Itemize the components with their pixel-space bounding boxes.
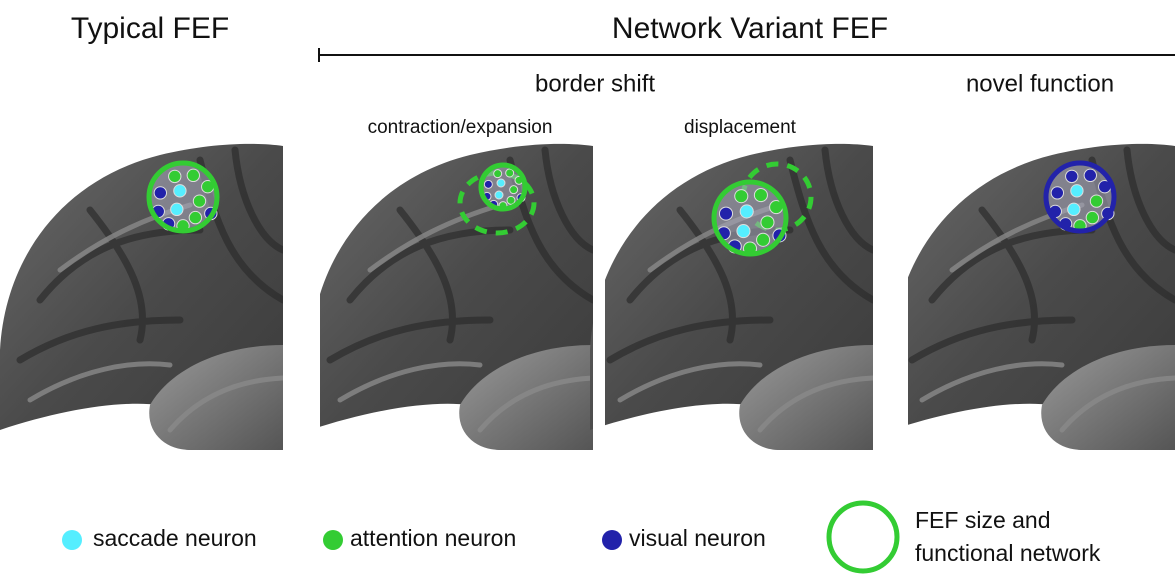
neuron xyxy=(1067,202,1081,217)
neuron xyxy=(739,204,754,219)
label-displacement: displacement xyxy=(684,117,797,138)
neuron xyxy=(760,215,775,230)
neuron xyxy=(509,185,519,195)
subtitle-novel: novel function xyxy=(966,70,1114,97)
neuron xyxy=(506,195,516,205)
neuron xyxy=(734,189,749,204)
brain-1 xyxy=(0,144,283,450)
neuron xyxy=(1083,168,1097,183)
title-typical: Typical FEF xyxy=(71,12,229,45)
legend-dot-attention xyxy=(323,530,343,550)
legend-saccade: saccade neuron xyxy=(93,525,257,551)
neuron xyxy=(496,178,506,188)
neuron xyxy=(736,224,751,239)
neuron xyxy=(505,168,515,178)
neuron xyxy=(173,184,187,198)
fef-ring xyxy=(711,179,789,257)
legend-ring xyxy=(826,500,900,574)
panel-gap xyxy=(873,140,908,460)
neuron xyxy=(1085,210,1100,225)
neuron xyxy=(170,202,184,217)
brain-2 xyxy=(310,144,593,450)
label-contraction: contraction/expansion xyxy=(368,117,553,138)
title-variant: Network Variant FEF xyxy=(612,12,888,45)
neuron xyxy=(1089,194,1104,208)
neuron xyxy=(1050,186,1065,200)
legend-fef-1: FEF size and xyxy=(915,507,1051,533)
neuron xyxy=(186,168,200,183)
legend-attention: attention neuron xyxy=(350,525,516,551)
neuron xyxy=(718,206,734,221)
neuron xyxy=(192,194,207,208)
fef-ring xyxy=(478,162,528,212)
neuron xyxy=(168,169,182,184)
neuron xyxy=(493,169,503,179)
neuron xyxy=(188,210,203,225)
panel-gap xyxy=(283,140,320,460)
panel-gap xyxy=(593,140,605,460)
neuron xyxy=(494,190,504,200)
legend-fef-2: functional network xyxy=(915,540,1101,566)
neuron xyxy=(153,186,168,200)
fef-ring xyxy=(146,160,220,234)
fef-clusters xyxy=(146,160,1117,257)
neuron xyxy=(1065,169,1079,184)
legend-visual: visual neuron xyxy=(629,525,766,551)
neuron xyxy=(756,232,771,247)
legend-dot-visual xyxy=(602,530,622,550)
neuron xyxy=(1070,184,1084,198)
legend-dot-saccade xyxy=(62,530,82,550)
neuron xyxy=(753,188,768,203)
fef-ring xyxy=(1043,160,1117,234)
brain-4 xyxy=(892,144,1175,450)
subtitle-border: border shift xyxy=(535,70,655,97)
neuron xyxy=(483,179,493,189)
